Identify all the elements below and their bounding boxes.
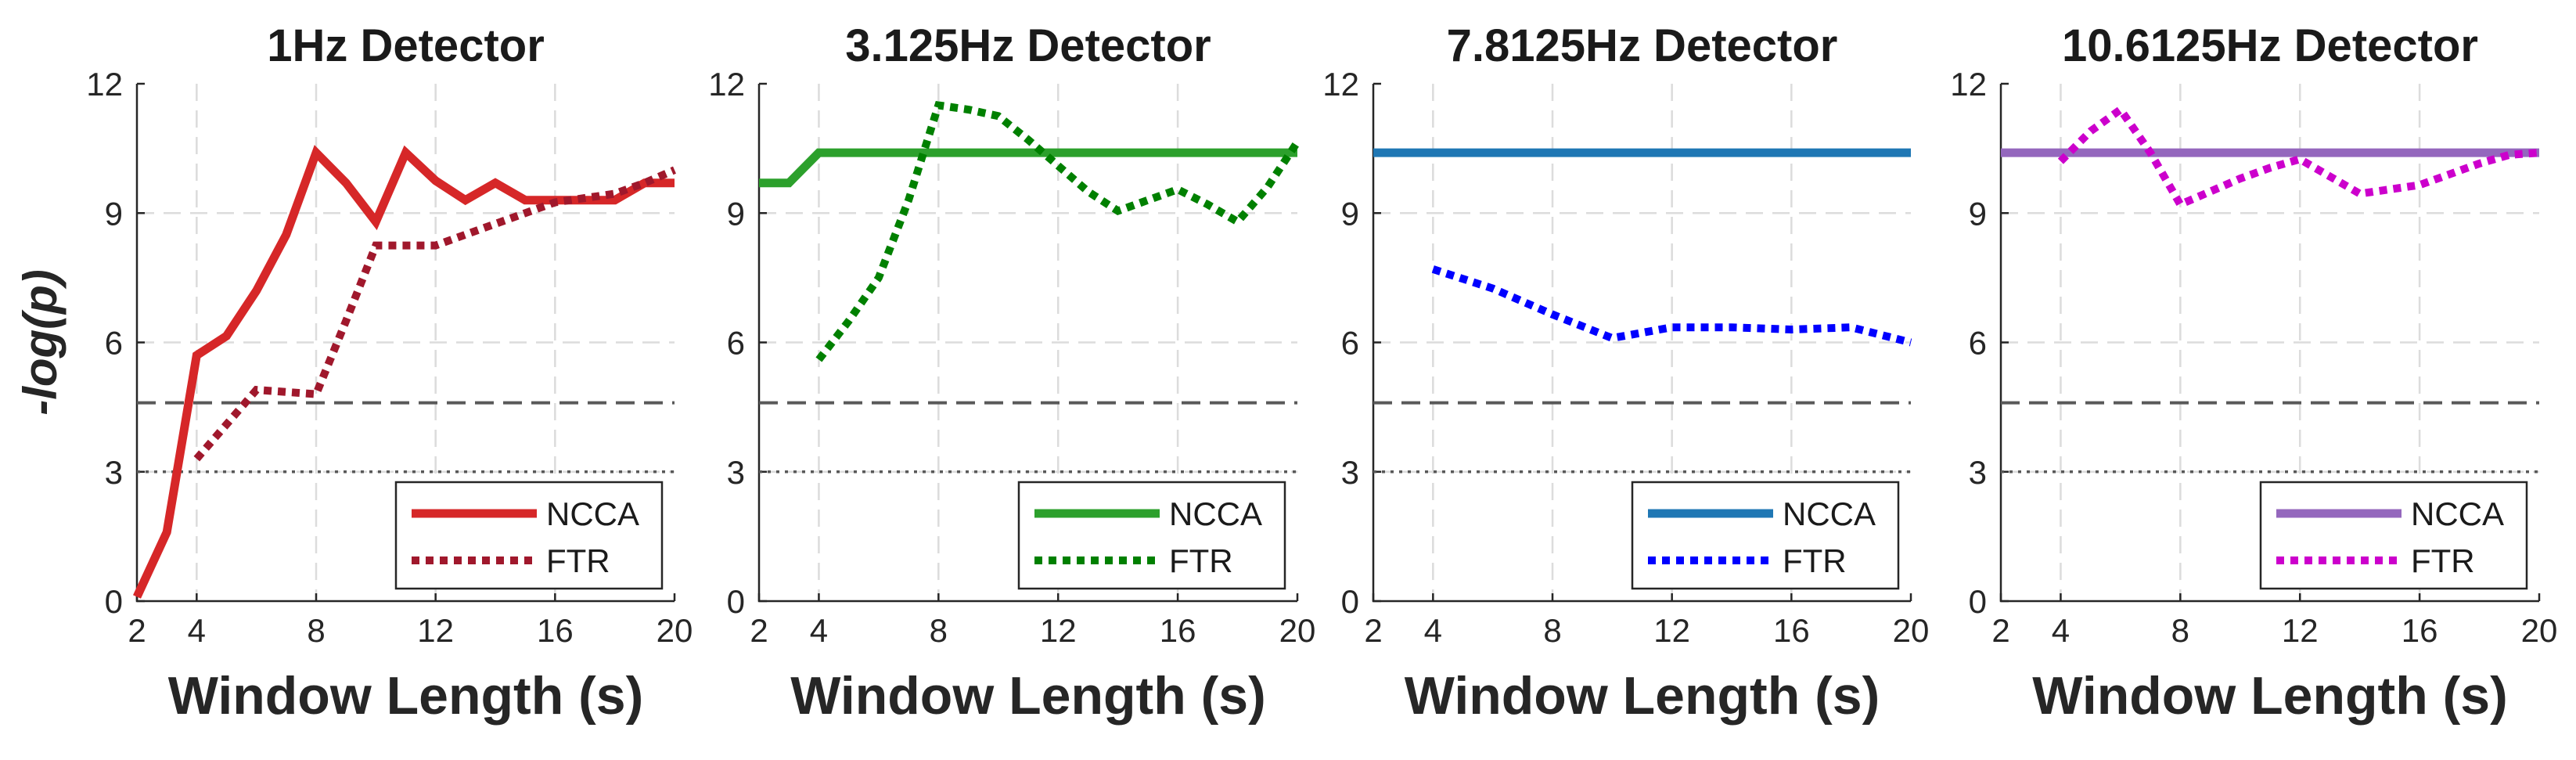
legend-box [2259, 481, 2528, 590]
x-tick-label: 4 [188, 612, 206, 649]
x-tick-label: 8 [2171, 612, 2189, 649]
x-tick-label: 12 [417, 612, 454, 649]
legend-label-ncca: NCCA [1169, 495, 1262, 532]
x-tick-label: 12 [1653, 612, 1690, 649]
x-tick-label: 20 [1893, 612, 1930, 649]
y-tick-label: 9 [1341, 195, 1359, 232]
y-tick-label: 3 [105, 454, 123, 491]
y-tick-label: 9 [1969, 195, 1987, 232]
legend: NCCA FTR [394, 481, 664, 590]
legend-label-ncca: NCCA [546, 495, 639, 532]
series-line-ftr [1431, 265, 1912, 347]
x-tick-label: 4 [2052, 612, 2070, 649]
y-tick-label: 6 [727, 325, 745, 362]
x-tick-label: 16 [1773, 612, 1810, 649]
legend-box [394, 481, 664, 590]
x-axis-label: Window Length (s) [1405, 666, 1880, 726]
y-tick-label: 0 [1341, 583, 1359, 620]
y-tick-label: 0 [1969, 583, 1987, 620]
x-tick-label: 20 [1279, 612, 1316, 649]
y-tick-label: 12 [708, 66, 745, 103]
series-line-ftr [193, 166, 676, 462]
chart-panel-2: 2 4 8 12 16 20 0 3 6 9 12 3.125Hz Detector Window Le… [708, 20, 1315, 726]
y-tick-label: 6 [1341, 325, 1359, 362]
x-tick-label: 2 [128, 612, 146, 649]
x-tick-label: 8 [307, 612, 325, 649]
series-line-ncca [759, 148, 1297, 188]
x-tick-label: 12 [1040, 612, 1077, 649]
y-tick-label: 12 [1322, 66, 1359, 103]
x-tick-label: 2 [750, 612, 768, 649]
legend: NCCA FTR [1017, 481, 1286, 590]
y-tick-label: 12 [86, 66, 123, 103]
y-tick-label: 0 [727, 583, 745, 620]
x-tick-label: 8 [1543, 612, 1561, 649]
x-tick-label: 4 [810, 612, 828, 649]
chart-panel-1: 2 4 8 12 16 20 0 3 6 9 12 1Hz Detector Window Length… [14, 20, 693, 726]
x-tick-label: 12 [2282, 612, 2319, 649]
legend-label-ftr: FTR [546, 542, 610, 579]
legend: NCCA FTR [2259, 481, 2528, 590]
y-tick-label: 12 [1950, 66, 1987, 103]
x-axis-label: Window Length (s) [2032, 666, 2507, 726]
x-tick-label: 16 [1160, 612, 1196, 649]
x-tick-label: 8 [930, 612, 948, 649]
x-tick-label: 20 [657, 612, 693, 649]
x-tick-label: 16 [537, 612, 574, 649]
chart-title: 7.8125Hz Detector [1447, 20, 1838, 71]
x-axis-label: Window Length (s) [790, 666, 1265, 726]
x-tick-label: 2 [1991, 612, 2009, 649]
chart-title: 1Hz Detector [267, 20, 545, 71]
y-tick-label: 3 [1969, 454, 1987, 491]
y-tick-label: 3 [1341, 454, 1359, 491]
y-axis-label: -log(p) [14, 269, 67, 416]
legend-label-ftr: FTR [1169, 542, 1233, 579]
legend-label-ncca: NCCA [2411, 495, 2504, 532]
legend-label-ncca: NCCA [1783, 495, 1876, 532]
legend-label-ftr: FTR [2411, 542, 2475, 579]
chart-title: 10.6125Hz Detector [2062, 20, 2478, 71]
y-tick-label: 0 [105, 583, 123, 620]
chart-panel-3: 2 4 8 12 16 20 0 3 6 9 12 7.8125Hz Detector Window L… [1322, 20, 1929, 726]
x-tick-label: 20 [2521, 612, 2558, 649]
x-tick-label: 4 [1424, 612, 1442, 649]
series-line-ftr [815, 100, 1301, 362]
legend: NCCA FTR [1631, 481, 1900, 590]
x-tick-label: 2 [1364, 612, 1382, 649]
chart-panel-4: 2 4 8 12 16 20 0 3 6 9 12 10.6125Hz Detector Window … [1950, 20, 2557, 726]
legend-box [1631, 481, 1900, 590]
y-tick-label: 9 [105, 195, 123, 232]
y-tick-label: 3 [727, 454, 745, 491]
legend-label-ftr: FTR [1783, 542, 1847, 579]
series-line-ftr [2057, 103, 2540, 210]
x-axis-label: Window Length (s) [168, 666, 643, 726]
y-tick-label: 6 [1969, 325, 1987, 362]
y-tick-label: 9 [727, 195, 745, 232]
x-tick-label: 16 [2402, 612, 2438, 649]
y-tick-label: 6 [105, 325, 123, 362]
legend-box [1017, 481, 1286, 590]
chart-title: 3.125Hz Detector [845, 20, 1211, 71]
